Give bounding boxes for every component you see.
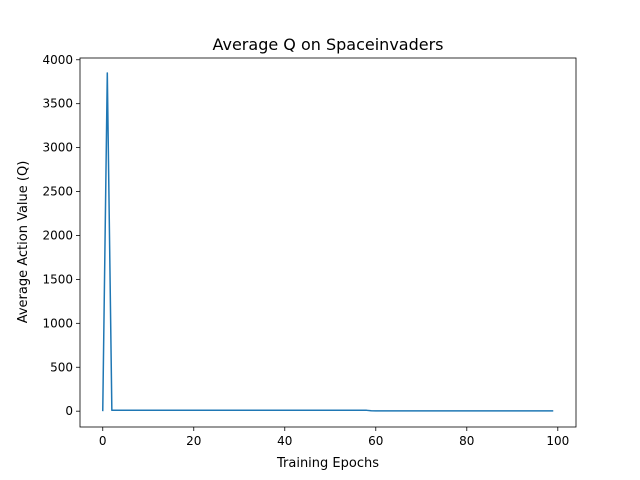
plot-area: 0 20 40 60 80 1000500100015002000250030003500…	[42, 53, 577, 448]
y-tick-label: 0	[65, 404, 73, 418]
y-tick-label: 4000	[42, 53, 73, 67]
y-tick-label: 1500	[42, 272, 73, 286]
y-tick-label: 500	[50, 360, 73, 374]
series-line	[102, 72, 554, 412]
x-tick-label: 60	[368, 434, 383, 448]
x-tick-label: 20	[186, 434, 201, 448]
chart-title: Average Q on Spaceinvaders	[212, 35, 443, 54]
x-axis-label: Training Epochs	[276, 456, 379, 471]
x-tick-label: 40	[277, 434, 292, 448]
y-tick-label: 2000	[42, 228, 73, 242]
x-tick-label: 0	[99, 434, 107, 448]
y-axis-label: Average Action Value (Q)	[16, 161, 31, 324]
y-tick-label: 2500	[42, 185, 73, 199]
y-tick-label: 3500	[42, 97, 73, 111]
plot-frame	[79, 57, 577, 428]
y-tick-label: 1000	[42, 316, 73, 330]
x-tick-label: 80	[459, 434, 474, 448]
y-tick-label: 3000	[42, 141, 73, 155]
x-tick-label: 100	[546, 434, 569, 448]
